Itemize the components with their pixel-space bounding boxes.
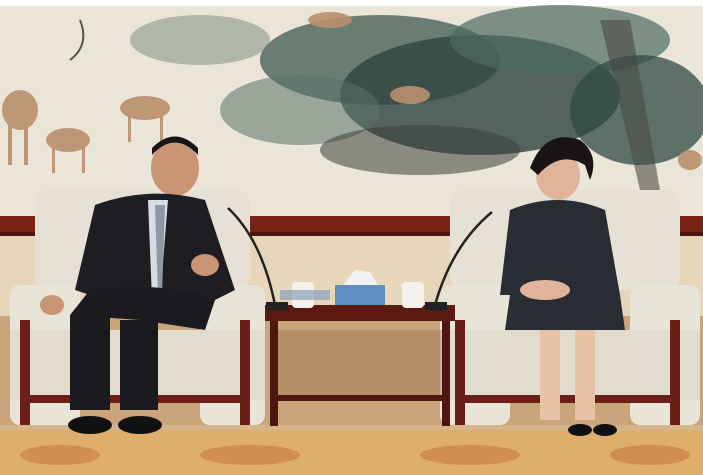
painting-tree-foliage <box>69 5 703 190</box>
microphones <box>227 207 493 306</box>
side-table <box>265 305 455 426</box>
painting-deer <box>2 12 702 173</box>
woman-seated-right <box>500 137 625 436</box>
carpet-motif <box>20 445 690 465</box>
man-seated-left <box>40 136 235 434</box>
top-border <box>0 0 703 6</box>
carpet-pattern-band <box>0 430 703 475</box>
table-items <box>280 270 424 308</box>
